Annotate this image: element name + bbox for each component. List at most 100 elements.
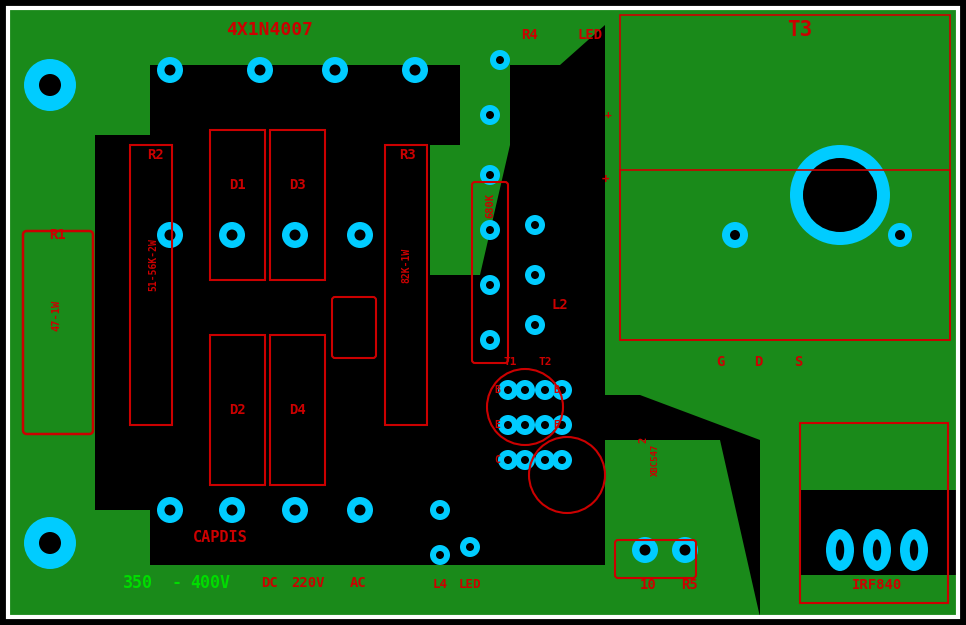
Bar [210, 130, 265, 280]
Text: 47-1W: 47-1W [51, 299, 61, 331]
Text: DC: DC [262, 576, 278, 590]
Text: L4: L4 [433, 579, 447, 591]
Polygon shape [605, 440, 760, 617]
Circle shape [535, 450, 555, 470]
Bar [130, 145, 172, 425]
Ellipse shape [836, 539, 844, 561]
Circle shape [219, 222, 245, 248]
Text: R2: R2 [147, 148, 163, 162]
Text: R3: R3 [400, 148, 416, 162]
Text: T3: T3 [787, 20, 812, 40]
Text: G: G [716, 355, 724, 369]
Polygon shape [8, 8, 958, 617]
Circle shape [157, 497, 183, 523]
Polygon shape [460, 65, 510, 145]
Circle shape [486, 171, 494, 179]
Circle shape [515, 450, 535, 470]
Text: 220V: 220V [292, 576, 325, 590]
Polygon shape [8, 8, 95, 617]
Circle shape [531, 221, 539, 229]
Circle shape [355, 229, 365, 241]
Circle shape [498, 450, 518, 470]
Circle shape [498, 415, 518, 435]
Circle shape [430, 500, 450, 520]
Circle shape [541, 386, 549, 394]
Circle shape [558, 421, 566, 429]
Circle shape [803, 158, 877, 232]
Circle shape [558, 456, 566, 464]
Circle shape [402, 57, 428, 83]
Text: B: B [494, 385, 500, 395]
Text: XBC547: XBC547 [650, 444, 660, 476]
Circle shape [504, 421, 512, 429]
Circle shape [247, 57, 273, 83]
Ellipse shape [873, 539, 881, 561]
Circle shape [541, 421, 549, 429]
Circle shape [730, 230, 740, 240]
Circle shape [157, 57, 183, 83]
Bar [385, 145, 427, 425]
Text: LED: LED [459, 579, 481, 591]
Text: +: + [601, 174, 609, 186]
Text: 350: 350 [123, 574, 153, 592]
Circle shape [39, 74, 61, 96]
Circle shape [525, 315, 545, 335]
Ellipse shape [910, 539, 919, 561]
Circle shape [490, 50, 510, 70]
Circle shape [558, 386, 566, 394]
Text: LED: LED [578, 28, 603, 42]
Circle shape [410, 64, 420, 76]
Circle shape [679, 544, 691, 556]
Circle shape [164, 229, 176, 241]
Circle shape [226, 229, 238, 241]
Polygon shape [760, 555, 800, 617]
Circle shape [39, 532, 61, 554]
Text: D4: D4 [289, 403, 305, 417]
Circle shape [24, 517, 76, 569]
Circle shape [347, 222, 373, 248]
Circle shape [480, 165, 500, 185]
Circle shape [535, 380, 555, 400]
Text: 51-56K-2W: 51-56K-2W [148, 239, 158, 291]
Circle shape [329, 64, 340, 76]
Circle shape [480, 105, 500, 125]
Circle shape [254, 64, 266, 76]
Circle shape [436, 551, 444, 559]
Circle shape [552, 415, 572, 435]
Circle shape [322, 57, 348, 83]
Polygon shape [95, 60, 150, 135]
Polygon shape [95, 565, 605, 617]
Polygon shape [95, 8, 605, 617]
Circle shape [24, 59, 76, 111]
Circle shape [632, 537, 658, 563]
Circle shape [521, 421, 529, 429]
Circle shape [535, 415, 555, 435]
Circle shape [504, 456, 512, 464]
Circle shape [521, 456, 529, 464]
Text: 10: 10 [639, 578, 656, 592]
Polygon shape [430, 145, 510, 275]
Text: IRF840: IRF840 [852, 578, 902, 592]
Circle shape [480, 220, 500, 240]
Circle shape [504, 386, 512, 394]
Text: B: B [554, 385, 559, 395]
Circle shape [888, 223, 912, 247]
Text: -: - [172, 574, 182, 592]
Circle shape [790, 145, 890, 245]
Polygon shape [490, 8, 605, 65]
Circle shape [282, 497, 308, 523]
Text: S: S [794, 355, 802, 369]
Bar [620, 15, 950, 340]
Polygon shape [800, 575, 958, 617]
Circle shape [541, 456, 549, 464]
Text: E: E [494, 420, 500, 430]
Circle shape [430, 545, 450, 565]
Polygon shape [800, 440, 958, 490]
Polygon shape [800, 440, 958, 617]
Polygon shape [95, 510, 150, 565]
Text: AC: AC [350, 576, 366, 590]
Text: T1: T1 [503, 357, 517, 367]
Circle shape [525, 215, 545, 235]
Circle shape [496, 56, 504, 64]
Circle shape [498, 380, 518, 400]
